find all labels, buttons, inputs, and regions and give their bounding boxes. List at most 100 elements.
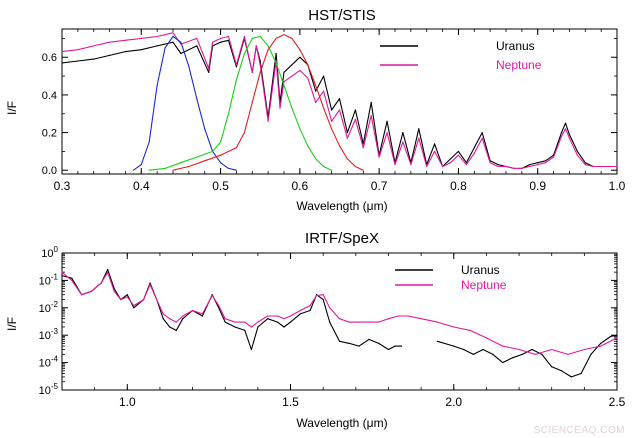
data-point-neptune: [156, 299, 158, 301]
data-point-neptune: [257, 321, 259, 323]
data-point-neptune: [518, 348, 520, 351]
data-point-series-1: [531, 348, 533, 351]
data-point-series-4: [251, 101, 253, 103]
data-point-uranus: [201, 315, 203, 317]
data-point-series-4: [331, 128, 333, 130]
data-point-series-2: [227, 167, 230, 169]
data-point-series-4: [354, 165, 356, 168]
data-point-neptune: [370, 115, 372, 117]
y-tick-exponent: -4: [51, 355, 59, 364]
data-point-neptune: [299, 69, 301, 71]
data-point-uranus: [175, 329, 177, 331]
data-point-uranus: [156, 45, 158, 47]
data-point-uranus: [276, 321, 279, 323]
data-point-uranus: [244, 329, 246, 331]
y-tick-base: 10: [39, 330, 51, 342]
data-point-neptune: [420, 318, 422, 320]
data-point-series-4: [259, 71, 261, 73]
data-point-series-1: [600, 342, 602, 344]
data-point-uranus: [378, 342, 380, 344]
data-point-series-2: [156, 84, 158, 87]
legend-label-uranus: Uranus: [496, 39, 535, 53]
data-point-uranus: [386, 120, 388, 122]
data-point-neptune: [485, 337, 487, 339]
data-point-neptune: [329, 307, 331, 309]
data-point-neptune: [378, 156, 380, 158]
data-point-neptune: [513, 167, 515, 169]
data-point-series-3: [148, 169, 150, 171]
data-point-neptune: [309, 305, 311, 307]
data-point-series-3: [299, 128, 301, 130]
data-point-neptune: [348, 321, 350, 323]
data-point-uranus: [218, 307, 220, 309]
data-point-neptune: [133, 305, 135, 307]
data-point-neptune: [283, 81, 285, 83]
y-tick-label: 10-2: [39, 300, 59, 315]
data-point-series-2: [204, 128, 206, 130]
data-point-series-3: [251, 37, 253, 40]
data-point-series-3: [180, 162, 182, 164]
data-point-uranus: [126, 294, 128, 296]
watermark: SCIENCEAQ.COM: [533, 425, 625, 436]
data-point-uranus: [109, 54, 111, 57]
series-line-neptune: [61, 32, 617, 169]
data-point-neptune: [113, 290, 115, 292]
data-point-uranus: [227, 39, 230, 41]
data-point-uranus: [182, 318, 184, 320]
data-point-uranus: [149, 282, 151, 284]
y-axis-label: I/F: [5, 101, 19, 115]
data-point-neptune: [192, 309, 194, 312]
data-point-neptune: [378, 321, 380, 323]
data-point-neptune: [362, 147, 364, 149]
data-point-neptune: [267, 120, 269, 122]
data-point-neptune: [564, 128, 567, 130]
data-point-neptune: [227, 35, 230, 38]
data-point-uranus: [338, 340, 341, 342]
data-point-neptune: [407, 315, 409, 317]
data-point-series-1: [541, 353, 543, 355]
data-point-neptune: [600, 345, 602, 347]
x-tick-label: 1.5: [282, 395, 299, 409]
data-point-neptune: [93, 45, 95, 47]
y-tick-exponent: -2: [51, 300, 59, 309]
data-point-series-4: [323, 107, 325, 109]
series-line-series-4: [172, 34, 364, 171]
data-point-uranus: [402, 132, 404, 134]
data-point-series-1: [521, 353, 523, 355]
data-point-series-1: [453, 345, 455, 347]
data-point-neptune: [545, 162, 547, 164]
legend: Uranus Neptune: [380, 39, 542, 72]
data-point-neptune: [418, 137, 420, 139]
data-point-uranus: [338, 98, 341, 100]
x-axis-label: Wavelength (μm): [296, 416, 387, 430]
legend-label-neptune: Neptune: [461, 278, 507, 292]
data-point-series-1: [472, 353, 474, 355]
data-point-neptune: [394, 164, 396, 166]
y-tick-label: 10-1: [39, 272, 59, 287]
data-point-neptune: [616, 165, 618, 168]
data-point-uranus: [234, 326, 236, 328]
y-tick-label: 0.2: [42, 128, 57, 140]
data-point-uranus: [537, 162, 539, 164]
data-point-neptune: [323, 90, 325, 92]
series-line-uranus: [61, 268, 402, 351]
y-tick-label: 0.4: [42, 90, 57, 102]
data-point-uranus: [61, 62, 63, 64]
data-point-uranus: [400, 345, 403, 347]
x-tick-label: 2.5: [609, 395, 626, 409]
data-point-neptune: [126, 296, 128, 298]
data-point-series-1: [551, 366, 553, 368]
data-point-series-3: [275, 62, 277, 64]
data-point-neptune: [568, 137, 571, 139]
data-point-neptune: [316, 294, 318, 297]
data-point-uranus: [275, 52, 277, 55]
data-point-series-4: [299, 49, 301, 51]
chart-title: IRTF/SpeX: [305, 230, 379, 247]
data-point-neptune: [124, 39, 126, 41]
data-point-series-3: [323, 165, 325, 168]
data-point-neptune: [551, 348, 553, 351]
data-point-series-1: [609, 335, 612, 338]
y-tick-label: 0.6: [42, 52, 57, 64]
data-point-series-1: [482, 348, 484, 351]
series-layer: [61, 32, 618, 171]
